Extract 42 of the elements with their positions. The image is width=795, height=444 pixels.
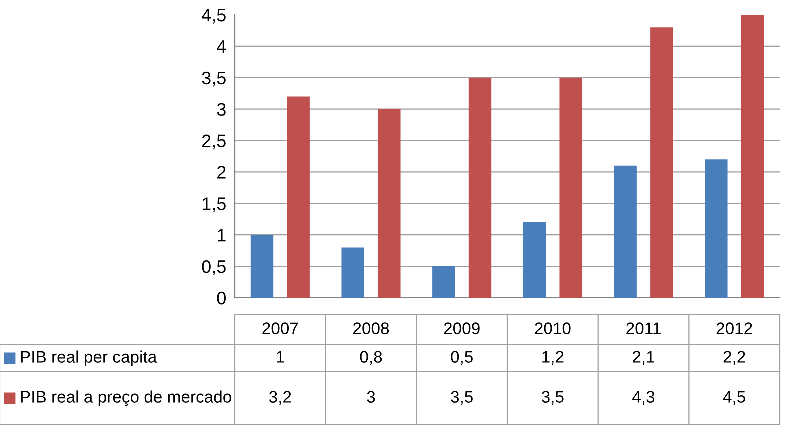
y-tick-label: 1,5 xyxy=(202,198,226,213)
data-label: 3,5 xyxy=(451,391,473,405)
bar xyxy=(614,166,637,298)
y-tick-label: 1 xyxy=(218,229,226,242)
x-tick-label: 2009 xyxy=(444,322,480,334)
data-label: 4,3 xyxy=(632,391,655,405)
y-tick-label: 2,5 xyxy=(202,134,226,150)
x-tick-label: 2010 xyxy=(535,322,571,334)
bar xyxy=(432,266,456,298)
x-tick-label: 2007 xyxy=(262,322,298,334)
bar xyxy=(250,235,274,298)
y-tick-label: 4 xyxy=(217,40,226,53)
legend-label: PIB real per capita xyxy=(21,350,158,366)
data-label: 1,2 xyxy=(542,351,564,365)
bar xyxy=(378,109,401,298)
x-tick-label: 2011 xyxy=(626,322,661,334)
data-label: 3,2 xyxy=(269,391,292,405)
y-tick-label: 2 xyxy=(218,166,226,179)
bar xyxy=(741,15,764,298)
bar xyxy=(705,160,728,298)
bar xyxy=(468,78,492,298)
bar xyxy=(287,96,310,298)
data-label: 0,8 xyxy=(360,351,382,365)
legend-label: PIB real a preço de mercado xyxy=(21,390,232,406)
y-tick-label: 3 xyxy=(217,103,226,116)
data-label: 3 xyxy=(367,391,376,403)
bar xyxy=(650,28,674,298)
data-label: 0,5 xyxy=(451,351,473,365)
y-tick-label: 4,5 xyxy=(202,9,226,24)
y-tick-label: 3,5 xyxy=(202,72,226,87)
x-tick-label: 2008 xyxy=(354,322,390,334)
bar xyxy=(523,222,546,298)
data-label: 4,5 xyxy=(723,391,746,405)
bar xyxy=(560,78,582,298)
data-label: 1 xyxy=(277,351,284,363)
data-label: 2,2 xyxy=(724,351,746,365)
bar xyxy=(342,248,364,298)
data-label: 3,5 xyxy=(542,391,564,405)
data-label: 2,1 xyxy=(633,351,655,365)
y-tick-label: 0 xyxy=(217,292,226,305)
y-tick-label: 0,5 xyxy=(202,260,226,276)
x-tick-label: 2012 xyxy=(716,322,752,334)
